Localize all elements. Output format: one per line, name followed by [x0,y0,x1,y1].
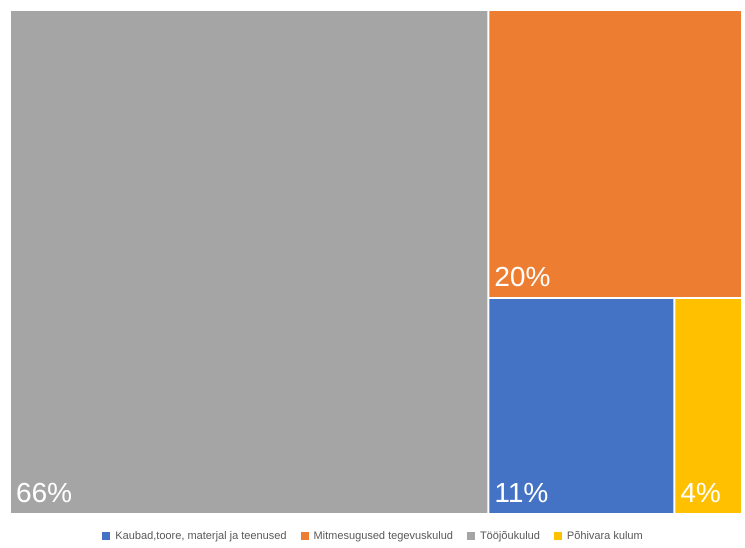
legend-label: Tööjõukulud [479,530,540,542]
treemap-data-label: 66% [16,477,72,508]
legend-swatch [102,532,111,540]
legend-item: Põhivara kulum [553,530,643,542]
legend-label: Mitmesugused tegevuskulud [313,530,453,542]
legend-label: Kaubad,toore, materjal ja teenused [115,530,287,542]
treemap-tile-toojoukulud [11,11,488,513]
legend-swatch [466,532,475,540]
legend-swatch [300,532,309,540]
legend-swatch [553,532,562,540]
legend-label: Põhivara kulum [566,530,643,542]
treemap-tile-pohivara-kulum [675,299,741,513]
treemap-tile-kaubad-toore-materjal-ja-teenused [489,299,674,513]
chart-legend: Kaubad,toore, materjal ja teenused Mitmes… [0,528,745,544]
treemap-data-label: 4% [680,477,720,508]
treemap-tile-mitmesugused-tegevuskulud [489,11,741,297]
legend-item: Tööjõukulud [466,530,540,542]
treemap-data-label: 20% [494,261,550,292]
legend-item: Mitmesugused tegevuskulud [300,530,453,542]
treemap-data-label: 11% [494,477,548,508]
legend-item: Kaubad,toore, materjal ja teenused [102,530,287,542]
